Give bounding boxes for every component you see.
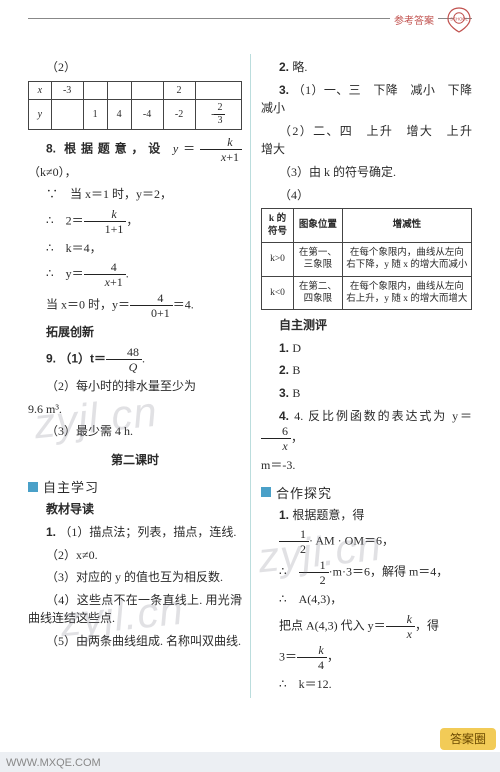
ans-1-2: （2）x≠0.: [28, 546, 242, 565]
h4: 3＝k4，: [261, 644, 472, 671]
q9-1: 9. （1）t＝48Q.: [28, 346, 242, 373]
t: 3＝: [279, 649, 297, 663]
line-because: ∵ 当 x＝1 时，y＝2，: [28, 185, 242, 204]
section-self-study: 自主学习: [28, 477, 242, 496]
cell: 在每个象限内，曲线从左向右上升，y 随 x 的增大而增大: [342, 276, 471, 310]
cell: [195, 81, 241, 99]
textbook-guide-heading: 教材导读: [28, 500, 242, 519]
c4b: m＝-3.: [261, 456, 472, 475]
xy-table: x -3 2 y 1 4 -4 -2 -23: [28, 81, 242, 130]
cell: [107, 81, 131, 99]
ans-1-4: （4）这些点不在一条直线上. 用光滑曲线连结这些点.: [28, 591, 242, 628]
r3b: （2）二、四 上升 增大 上升 增大: [261, 122, 472, 159]
page-header: 参考答案 SCHOOL: [28, 18, 472, 50]
line-therefore-3: ∴ y＝4x+1.: [28, 261, 242, 288]
cell: 增减性: [342, 209, 471, 243]
header-label: 参考答案: [390, 12, 438, 27]
r3a: 3. （1）一、三 下降 减小 下降 减小: [261, 81, 472, 118]
cell: x: [29, 81, 52, 99]
cell: 在每个象限内，曲线从左向右下降，y 随 x 的增大而减小: [342, 242, 471, 276]
section-square-icon: [261, 487, 271, 497]
two-column-layout: （2） x -3 2 y 1 4 -4 -2: [28, 54, 472, 698]
q9-3: （3）最少需 4 h.: [28, 422, 242, 441]
cell: -3: [51, 81, 83, 99]
h1: 12· AM · OM＝6，: [261, 528, 472, 555]
cell: -23: [195, 99, 241, 129]
h3: 把点 A(4,3) 代入 y＝kx，得: [261, 613, 472, 640]
h2: ∴ A(4,3)，: [261, 590, 472, 609]
school-pin-icon: SCHOOL: [446, 7, 472, 33]
line-x0: 当 x＝0 时，y＝40+1＝4.: [28, 292, 242, 319]
h1c: ·m·3＝6，解得 m＝4，: [329, 565, 449, 579]
r3d: （4）: [261, 186, 472, 205]
cell: 图象位置: [294, 209, 343, 243]
ans-1-1: 1. （1）描点法；列表，描点，连线.: [28, 523, 242, 542]
footer-domain: WWW.MXQE.COM: [6, 757, 101, 769]
text: ∴ 2＝: [46, 213, 84, 227]
c2: 2. B: [261, 361, 472, 380]
svg-text:答案圈: 答案圈: [450, 731, 486, 746]
section-collab: 合作探究: [261, 483, 472, 502]
q8-lead: 8. 根据题意，设: [46, 141, 165, 155]
c4: 4. 4. 反比例函数的表达式为 y＝6x，: [261, 407, 472, 453]
cell: 4: [107, 99, 131, 129]
c1: 1. D: [261, 339, 472, 358]
cell: [51, 99, 83, 129]
cell: 2: [163, 81, 195, 99]
q9-lead: 9. （1）t＝: [46, 351, 106, 365]
sign-table: k 的符号 图象位置 增减性 k>0 在第一、三象限 在每个象限内，曲线从左向右…: [261, 208, 472, 310]
svg-text:SCHOOL: SCHOOL: [450, 17, 468, 22]
cell: k<0: [262, 276, 294, 310]
q9-2a: （2）每小时的排水量至少为: [28, 377, 242, 396]
section-square-icon: [28, 482, 38, 492]
cell: -4: [131, 99, 163, 129]
expand-innovate-heading: 拓展创新: [28, 323, 242, 342]
self-test-heading: 自主测评: [261, 316, 472, 335]
lesson-two-heading: 第二课时: [28, 451, 242, 470]
cell: 1: [83, 99, 107, 129]
page-root: 参考答案 SCHOOL （2） x -3 2 y: [0, 0, 500, 772]
answer-circle-badge: 答案圈: [440, 728, 496, 750]
section-title: 自主学习: [43, 477, 99, 496]
r3c: （3）由 k 的符号确定.: [261, 163, 472, 182]
c3: 3. B: [261, 384, 472, 403]
table-row: x -3 2: [29, 81, 242, 99]
ans-1-3: （3）对应的 y 的值也互为相反数.: [28, 568, 242, 587]
cell: [131, 81, 163, 99]
q9-2b: 9.6 m³.: [28, 400, 242, 419]
table-row: k>0 在第一、三象限 在每个象限内，曲线从左向右下降，y 随 x 的增大而减小: [262, 242, 472, 276]
h3b: ，得: [415, 618, 439, 632]
h5: ∴ k＝12.: [261, 675, 472, 694]
q8-line: 8. 根据题意，设 y＝kx+1 （k≠0），: [28, 136, 242, 182]
h1b: ∴ 12·m·3＝6，解得 m＝4，: [261, 559, 472, 586]
text2: ＝4.: [173, 298, 194, 312]
cell: 在第一、三象限: [294, 242, 343, 276]
table-row: k<0 在第二、四象限 在每个象限内，曲线从左向右上升，y 随 x 的增大而增大: [262, 276, 472, 310]
line-therefore-2: ∴ k＝4，: [28, 239, 242, 258]
text: ∵ 当 x＝1 时，y＝2，: [46, 187, 172, 201]
ans-1-5: （5）由两条曲线组成. 名称叫双曲线.: [28, 632, 242, 651]
section-title: 合作探究: [276, 483, 332, 502]
t: ∴: [279, 565, 299, 579]
cell: k 的符号: [262, 209, 294, 243]
cell: y: [29, 99, 52, 129]
c4a: 4. 反比例函数的表达式为 y＝: [294, 409, 472, 423]
q2-label: （2）: [28, 58, 242, 77]
h1a: · AM · OM＝6，: [309, 534, 394, 548]
cell: [83, 81, 107, 99]
cell: 在第二、四象限: [294, 276, 343, 310]
text: ∴ y＝: [46, 267, 84, 281]
q8-tail: （k≠0），: [28, 165, 77, 179]
right-column: 2. 略. 3. （1）一、三 下降 减小 下降 减小 （2）二、四 上升 增大…: [250, 54, 472, 698]
cell: k>0: [262, 242, 294, 276]
text: 当 x＝0 时，y＝: [46, 298, 130, 312]
cell: -2: [163, 99, 195, 129]
h3a: 把点 A(4,3) 代入 y＝: [279, 618, 386, 632]
line-therefore-1: ∴ 2＝k1+1，: [28, 208, 242, 235]
left-column: （2） x -3 2 y 1 4 -4 -2: [28, 54, 250, 698]
table-row: y 1 4 -4 -2 -23: [29, 99, 242, 129]
r2: 2. 略.: [261, 58, 472, 77]
h0: 1. 根据题意，得: [261, 506, 472, 525]
table-row: k 的符号 图象位置 增减性: [262, 209, 472, 243]
